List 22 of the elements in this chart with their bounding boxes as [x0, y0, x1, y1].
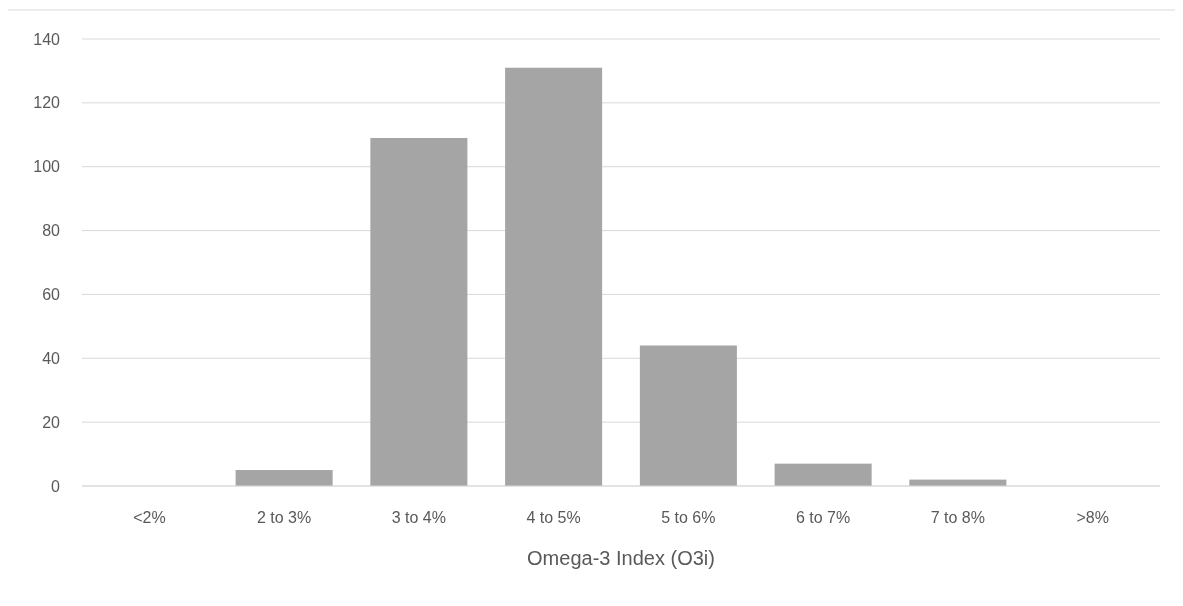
bar — [774, 463, 872, 486]
bar — [639, 345, 737, 486]
x-tick-label: 2 to 3% — [256, 508, 312, 526]
bar — [370, 137, 468, 486]
y-tick-label: 140 — [33, 30, 61, 48]
x-tick-label: 4 to 5% — [526, 508, 581, 526]
y-tick-label: 100 — [33, 158, 61, 176]
x-axis-title: Omega-3 Index (O3i) — [527, 547, 715, 569]
bar — [505, 67, 603, 486]
y-tick-label: 80 — [42, 222, 61, 240]
x-tick-label: 3 to 4% — [391, 508, 447, 526]
y-tick-label: 40 — [42, 349, 61, 367]
y-tick-label: 0 — [51, 477, 61, 495]
x-tick-label: >8% — [1076, 508, 1109, 526]
x-tick-label: 7 to 8% — [930, 508, 986, 526]
y-tick-label: 60 — [42, 286, 61, 304]
y-tick-label: 120 — [33, 94, 61, 112]
bar — [235, 470, 333, 486]
y-tick-label: 20 — [42, 413, 61, 431]
x-tick-label: 6 to 7% — [795, 508, 851, 526]
x-tick-label: <2% — [133, 508, 166, 526]
x-tick-label: 5 to 6% — [661, 508, 716, 526]
